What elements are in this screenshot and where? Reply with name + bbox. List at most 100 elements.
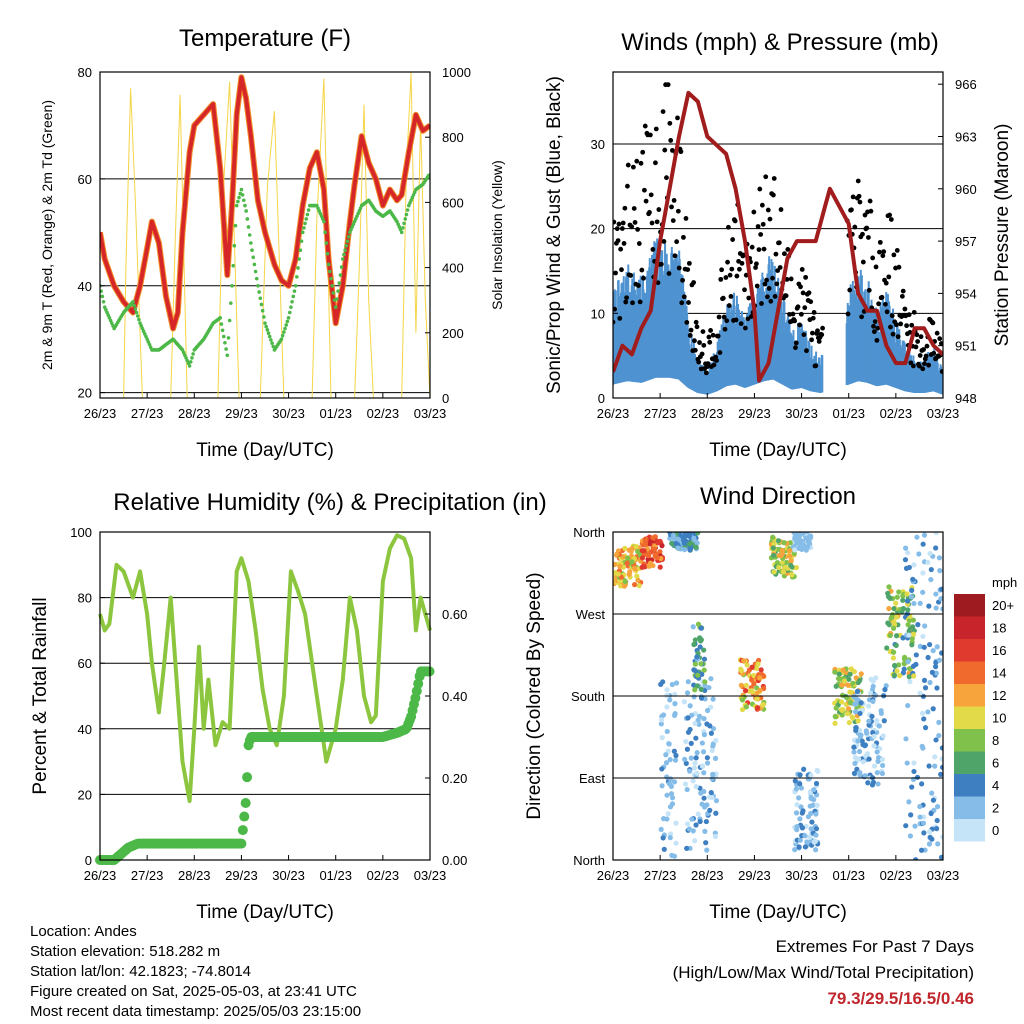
y-tick-label: South (571, 689, 605, 704)
direction-point (673, 680, 680, 686)
direction-point (753, 665, 759, 671)
direction-point (936, 657, 943, 663)
direction-point (684, 845, 690, 851)
y-tick-label: 40 (78, 722, 92, 737)
direction-point (905, 607, 911, 613)
gust-point (793, 345, 798, 351)
direction-point (693, 544, 699, 550)
direction-point (743, 682, 749, 688)
gust-point (706, 334, 712, 340)
gust-point (768, 298, 774, 304)
direction-point (770, 534, 776, 540)
colorbar-swatch (954, 684, 985, 707)
gust-point (617, 315, 623, 321)
direction-point (668, 791, 675, 797)
dewpoint-point (335, 297, 339, 301)
gust-point (855, 178, 861, 184)
direction-point (880, 762, 886, 769)
gust-point (684, 320, 690, 325)
direction-point (921, 532, 928, 538)
direction-point (709, 794, 715, 801)
direction-point (838, 699, 845, 705)
direction-point (751, 672, 757, 679)
gust-point (923, 353, 929, 359)
gust-point (896, 264, 902, 270)
gust-point (716, 314, 722, 320)
gust-point (707, 339, 713, 345)
direction-point (906, 564, 912, 571)
direction-point (754, 705, 761, 711)
gust-point (753, 265, 758, 270)
series-pressure (613, 90, 943, 383)
gust-point (770, 192, 776, 198)
dewpoint-point (345, 239, 350, 244)
direction-point (796, 539, 802, 545)
direction-point (939, 764, 943, 770)
y-right-tick-label: 600 (442, 195, 464, 210)
x-tick-label: 03/23 (414, 868, 447, 883)
direction-point (850, 680, 856, 686)
precip-point (237, 825, 248, 836)
gust-point (847, 287, 853, 293)
direction-point (840, 667, 846, 673)
direction-point (797, 816, 803, 822)
dewpoint-point (284, 323, 289, 327)
gust-point (691, 280, 697, 285)
direction-point (686, 826, 692, 832)
chart-panel-3: 26/23 27/23 28/23 29/23 30/23 01/23 02/23 03/23… (30, 489, 547, 923)
direction-point (927, 550, 933, 557)
direction-point (914, 774, 921, 780)
y-tick-label: 20 (78, 787, 92, 802)
y-tick-label: North (573, 525, 605, 540)
direction-point (675, 545, 681, 551)
gust-point (816, 339, 822, 344)
gust-point (692, 347, 698, 353)
direction-point (685, 679, 691, 685)
direction-point (651, 546, 658, 552)
direction-point (878, 710, 885, 717)
direction-point (921, 814, 927, 820)
gust-point (813, 363, 819, 369)
gust-point (722, 326, 728, 332)
direction-point (667, 776, 674, 782)
gust-point (778, 207, 784, 212)
dewpoint-point (250, 248, 254, 252)
gust-point (871, 329, 877, 335)
gust-point (667, 120, 673, 126)
gust-point (931, 350, 937, 356)
direction-point (663, 760, 670, 766)
direction-point (838, 707, 845, 713)
direction-point (844, 695, 850, 701)
dewpoint-point (279, 337, 284, 342)
dewpoint-point (324, 241, 329, 245)
direction-point (902, 557, 909, 563)
gust-point (623, 299, 629, 305)
direction-point (701, 770, 707, 776)
direction-point (701, 656, 708, 662)
gust-point (877, 249, 882, 255)
dewpoint-point (230, 283, 234, 288)
gust-point (719, 267, 725, 273)
direction-point (775, 538, 782, 544)
station-latlon: Station lat/lon: 42.1823; -74.8014 (30, 963, 252, 980)
direction-point (845, 682, 851, 688)
direction-point (912, 823, 918, 829)
gust-point (628, 273, 634, 278)
direction-point (801, 766, 807, 772)
direction-point (891, 672, 897, 678)
direction-point (684, 690, 691, 696)
direction-point (701, 732, 708, 738)
direction-point (627, 569, 633, 575)
y-right-tick-label: 0 (442, 391, 449, 406)
direction-point (617, 563, 623, 569)
dewpoint-point (265, 328, 270, 332)
gust-point (733, 317, 739, 323)
direction-point (710, 743, 716, 749)
direction-point (927, 834, 933, 840)
colorbar-label: 20+ (992, 598, 1014, 613)
gust-point (759, 202, 765, 208)
direction-point (851, 694, 857, 700)
direction-point (938, 586, 943, 592)
direction-point (808, 826, 814, 832)
